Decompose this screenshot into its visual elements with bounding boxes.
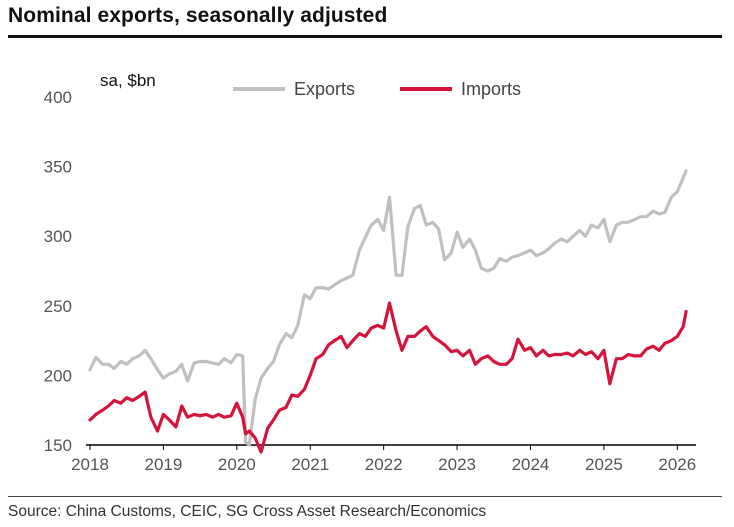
chart-title: Nominal exports, seasonally adjusted	[8, 4, 388, 27]
y-tick-label: 250	[44, 297, 72, 316]
legend: Exports Imports	[233, 79, 521, 99]
legend-label-imports: Imports	[461, 79, 521, 99]
y-unit-label: sa, $bn	[100, 71, 156, 90]
title-rule	[8, 35, 722, 38]
legend-label-exports: Exports	[294, 79, 355, 99]
x-tick-label: 2020	[218, 455, 256, 474]
x-tick-label: 2026	[658, 455, 696, 474]
x-axis-ticks: 2018 2019 2020 2021 2022 2023 2024 2025 2026	[71, 445, 696, 474]
x-tick-label: 2023	[438, 455, 476, 474]
x-tick-label: 2021	[291, 455, 329, 474]
x-tick-label: 2022	[365, 455, 403, 474]
x-tick-label: 2019	[145, 455, 183, 474]
series-line-imports	[88, 301, 688, 454]
y-tick-label: 150	[44, 436, 72, 455]
series-line-exports	[88, 169, 688, 447]
y-axis-ticks: 400 350 300 250 200 150	[44, 88, 72, 455]
x-tick-label: 2024	[512, 455, 550, 474]
series-layer	[88, 169, 688, 454]
y-tick-label: 350	[44, 158, 72, 177]
y-tick-label: 400	[44, 88, 72, 107]
y-tick-label: 300	[44, 227, 72, 246]
source-note: Source: China Customs, CEIC, SG Cross As…	[8, 503, 487, 520]
y-tick-label: 200	[44, 366, 72, 385]
x-tick-label: 2025	[585, 455, 623, 474]
x-tick-label: 2018	[71, 455, 109, 474]
source-rule	[8, 496, 722, 497]
